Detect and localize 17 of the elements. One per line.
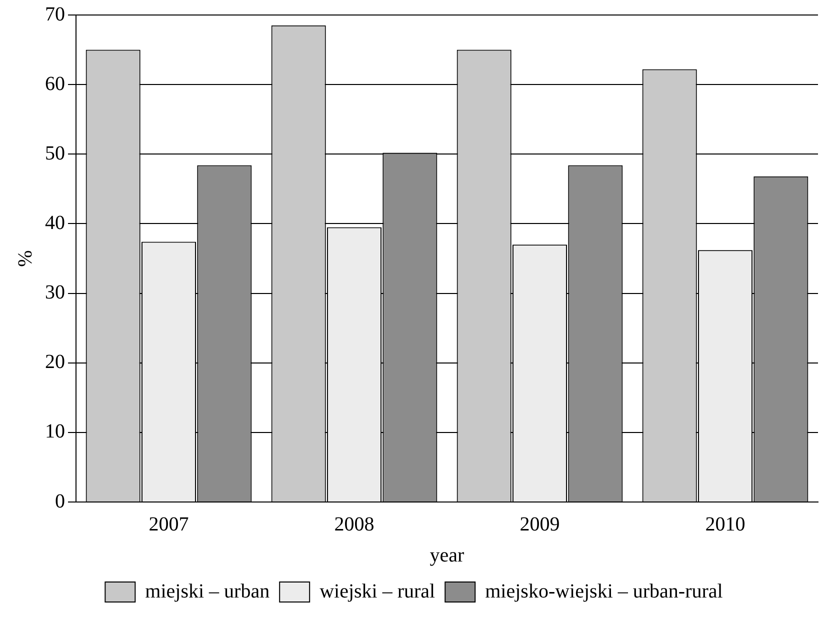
y-tick-label: 30: [45, 282, 65, 304]
legend-label: miejski – urban: [145, 580, 270, 602]
y-tick-label: 70: [45, 3, 65, 26]
legend-label: wiejski – rural: [320, 580, 436, 602]
x-axis-title: year: [430, 544, 465, 566]
y-tick-label: 0: [55, 490, 65, 512]
y-tick-label: 20: [45, 351, 65, 374]
x-tick-label: 2007: [148, 513, 189, 536]
y-tick-label: 50: [45, 142, 65, 164]
y-tick-label: 40: [45, 212, 65, 234]
legend-label: miejsko-wiejski – urban-rural: [485, 580, 724, 602]
x-tick-label: 2009: [520, 513, 560, 536]
x-tick-label: 2010: [705, 513, 746, 536]
x-tick-label: 2008: [334, 513, 374, 536]
y-tick-label: 60: [45, 72, 65, 95]
y-tick-label: 10: [45, 420, 65, 443]
y-axis-title: %: [14, 250, 36, 267]
